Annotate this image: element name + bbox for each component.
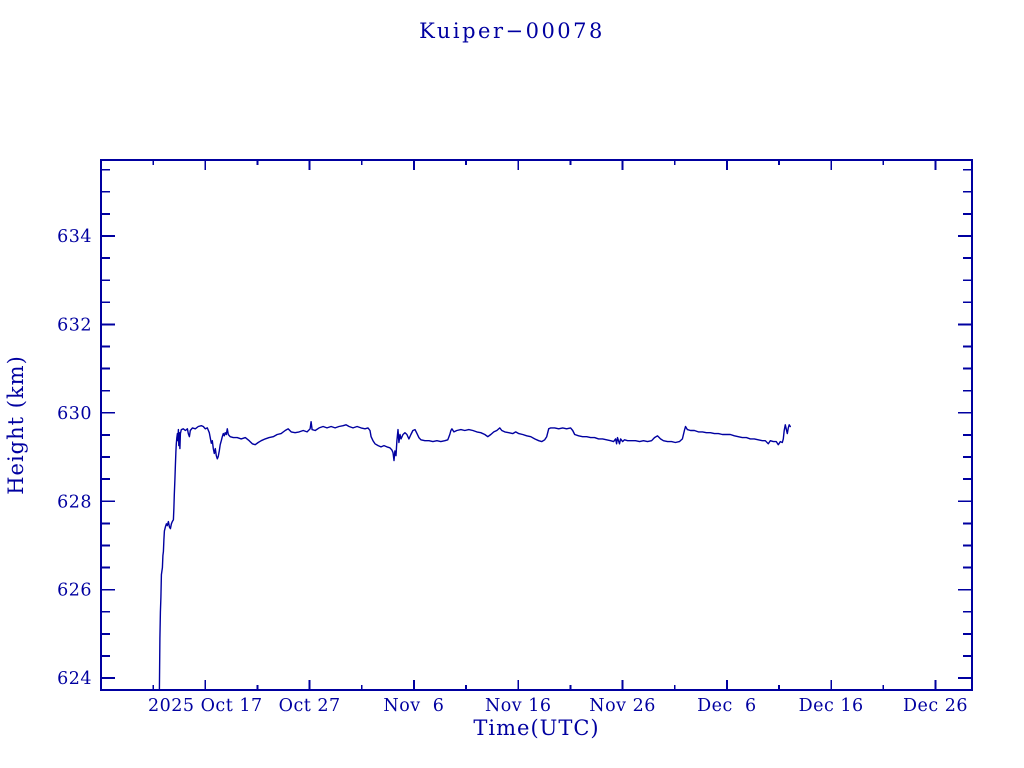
y-tick-label: 632 [57, 315, 92, 335]
x-tick-label: 2025 Oct 17 [148, 696, 263, 716]
plot-frame [100, 159, 973, 691]
y-tick-label: 634 [57, 227, 92, 247]
y-tick-label: 628 [57, 492, 92, 512]
x-axis-title: Time(UTC) [473, 716, 600, 740]
x-tick-label: Nov 6 [383, 696, 444, 716]
axis-ticks [101, 160, 972, 690]
y-tick-label: 626 [57, 581, 92, 601]
tick-labels: 2025 Oct 17 Oct 27 Nov 6 Nov 16 Nov 26 Dec 6 D… [57, 227, 968, 716]
x-tick-label: Dec 26 [903, 696, 968, 716]
chart-title: Kuiper−00078 [419, 19, 605, 43]
x-tick-label: Dec 16 [799, 696, 864, 716]
x-tick-label: Nov 16 [485, 696, 552, 716]
x-tick-label: Dec 6 [697, 696, 756, 716]
height-series-line [158, 421, 791, 691]
y-tick-label: 624 [57, 669, 92, 689]
x-tick-label: Nov 26 [589, 696, 656, 716]
x-tick-label: Oct 27 [279, 696, 341, 716]
y-axis-title: Height (km) [4, 355, 28, 495]
y-tick-label: 630 [57, 404, 92, 424]
